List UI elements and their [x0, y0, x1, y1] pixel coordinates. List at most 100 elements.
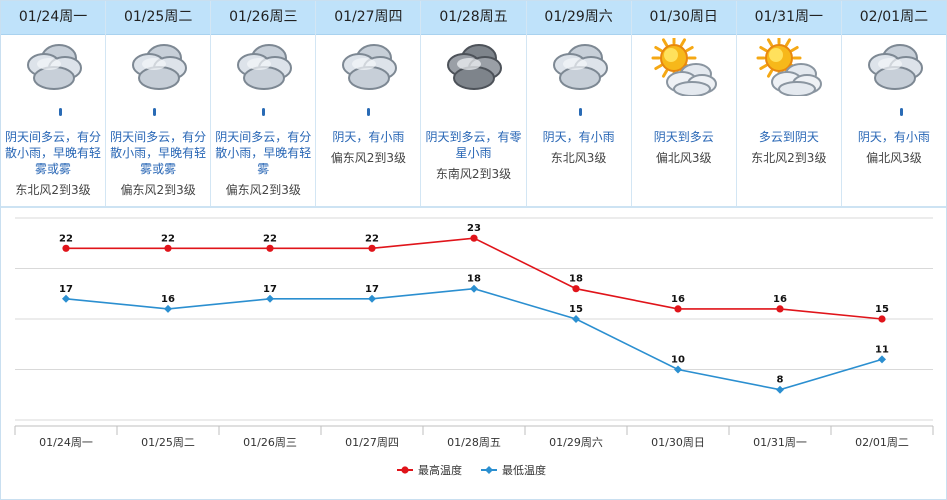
temperature-chart: 01/24周一 01/25周二 01/26周三 01/27周四 01/28周五 01/29… — [14, 217, 934, 477]
low-temp-label: 11 — [875, 344, 889, 355]
forecast-wind-text: 偏东风2到3级 — [225, 183, 301, 197]
cloudy-rain-icon — [237, 44, 293, 90]
forecast-day-date: 02/01周二 — [841, 1, 946, 35]
high-temp-label: 15 — [875, 304, 889, 315]
forecast-wind-text: 偏东风2到3级 — [120, 183, 196, 197]
forecast-description: 阴天到多云偏北风3级 — [636, 129, 732, 166]
forecast-day: 01/29周六 阴天，有小雨 东北风3级 — [526, 1, 632, 206]
high-temp-label: 16 — [773, 294, 787, 305]
low-temp-label: 16 — [161, 294, 175, 305]
forecast-weather-text: 阴天到多云，有零星小雨 — [425, 130, 522, 160]
forecast-wind-text: 东北风2到3级 — [15, 183, 91, 197]
low-temp-label: 18 — [467, 274, 481, 285]
high-temp-point — [572, 285, 580, 293]
sun-cloud-icon — [756, 38, 822, 96]
cloudy-rain-icon — [132, 44, 188, 90]
forecast-wind-text: 东南风2到3级 — [435, 167, 512, 181]
low-temp-label: 15 — [569, 304, 583, 315]
x-tick-label: 01/25周二 — [141, 436, 195, 449]
forecast-day: 01/24周一 阴天间多云，有分散小雨，早晚有轻雾或雾东北风2到3级 — [1, 1, 107, 206]
high-temp-point — [878, 315, 886, 323]
high-temp-label: 22 — [161, 233, 175, 244]
forecast-day: 01/30周日 阴天到多云偏北风3级 — [631, 1, 737, 206]
forecast-day-date: 01/31周一 — [736, 1, 841, 35]
forecast-day: 02/01周二 阴天，有小雨 偏北风3级 — [841, 1, 946, 206]
forecast-weather-text: 阴天到多云 — [653, 130, 714, 144]
x-tick-label: 01/24周一 — [39, 436, 93, 449]
forecast-description: 多云到阴天 东北风2到3级 — [741, 129, 837, 166]
cloudy-rain-icon — [342, 44, 398, 90]
low-temp-label: 17 — [365, 284, 379, 295]
low-temp-point — [470, 284, 478, 293]
forecast-description: 阴天，有小雨 偏东风2到3级 — [320, 129, 416, 166]
legend-label: 最低温度 — [502, 463, 546, 477]
high-temp-point — [266, 244, 274, 252]
low-temp-point — [776, 385, 784, 394]
forecast-day-date: 01/30周日 — [631, 1, 736, 35]
x-tick-label: 01/29周六 — [549, 436, 603, 449]
x-tick-label: 01/26周三 — [243, 436, 297, 449]
high-temp-label: 22 — [263, 233, 277, 244]
x-tick-label: 01/28周五 — [447, 436, 501, 449]
forecast-weather-text: 阴天间多云，有分散小雨，早晚有轻雾或雾 — [110, 130, 207, 176]
low-temp-label: 8 — [777, 375, 784, 386]
rain-drop-icon — [262, 108, 266, 116]
high-temp-point — [470, 234, 478, 242]
forecast-description: 阴天，有小雨 偏北风3级 — [846, 129, 942, 166]
forecast-day-date: 01/28周五 — [421, 1, 526, 35]
low-temp-label: 17 — [59, 284, 73, 295]
high-temp-label: 22 — [59, 233, 73, 244]
rain-drop-icon — [578, 108, 582, 116]
rain-drop-icon — [899, 108, 903, 116]
low-temp-label: 10 — [671, 355, 685, 366]
low-temp-point — [62, 294, 70, 303]
daily-forecast-strip: 01/24周一 阴天间多云，有分散小雨，早晚有轻雾或雾 东北风2到3级 01/25周… — [1, 1, 946, 208]
forecast-description: 阴天间多云，有分散小雨，早晚有轻雾偏东风2到3级 — [215, 129, 311, 198]
forecast-day: 01/31周一 多云到阴天 东北风2到3级 — [736, 1, 842, 206]
forecast-day-date: 01/24周一 — [1, 1, 106, 35]
low-temp-label: 17 — [263, 284, 277, 295]
x-tick-label: 01/27周四 — [345, 436, 399, 449]
forecast-description: 阴天间多云，有分散小雨，早晚有轻雾或雾东北风2到3级 — [5, 129, 101, 198]
forecast-wind-text: 东北风2到3级 — [751, 151, 827, 165]
forecast-wind-text: 偏北风3级 — [655, 151, 712, 165]
high-temp-label: 22 — [365, 233, 379, 244]
low-temp-point — [368, 294, 376, 303]
x-tick-label: 02/01周二 — [855, 436, 909, 449]
forecast-day: 01/28周五 阴天到多云，有零星小雨东南风2到3级 — [421, 1, 527, 206]
forecast-day: 01/25周二 阴天间多云，有分散小雨，早晚有轻雾或雾 偏东风2到3级 — [106, 1, 212, 206]
sun-cloud-icon — [651, 38, 717, 96]
forecast-weather-text: 阴天间多云，有分散小雨，早晚有轻雾或雾 — [5, 130, 102, 176]
forecast-day-date: 01/27周四 — [316, 1, 421, 35]
cloudy-rain-icon — [552, 44, 608, 90]
high-temp-label: 16 — [671, 294, 685, 305]
forecast-wind-text: 偏东风2到3级 — [330, 151, 407, 165]
low-temp-line — [65, 287, 883, 391]
rain-drop-icon — [153, 108, 157, 116]
forecast-weather-text: 阴天间多云，有分散小雨，早晚有轻雾 — [215, 130, 312, 176]
high-temp-point — [164, 244, 172, 252]
rain-drop-icon — [367, 108, 371, 116]
legend-marker — [485, 466, 493, 474]
legend-label: 最高温度 — [418, 463, 462, 477]
forecast-description: 阴天，有小雨 东北风3级 — [531, 129, 627, 166]
low-temp-point — [164, 304, 172, 313]
high-temp-point — [368, 244, 376, 252]
low-temp-point — [878, 355, 886, 364]
high-temp-point — [674, 305, 682, 313]
forecast-description: 阴天间多云，有分散小雨，早晚有轻雾或雾偏东风2到3级 — [110, 129, 206, 198]
forecast-wind-text: 东北风3级 — [550, 151, 607, 165]
low-temp-point — [266, 294, 274, 303]
forecast-weather-text: 阴天，有小雨 — [542, 130, 615, 144]
forecast-weather-text: 阴天，有小雨 — [857, 130, 930, 144]
legend-marker — [401, 466, 409, 474]
forecast-weather-text: 阴天，有小雨 — [332, 130, 405, 144]
forecast-description: 阴天到多云，有零星小雨东南风2到3级 — [425, 129, 521, 182]
cloudy-rain-icon — [27, 44, 82, 90]
forecast-day: 01/27周四 阴天，有小雨 偏东风2到3级 — [316, 1, 422, 206]
x-tick-label: 01/30周日 — [651, 436, 705, 449]
rain-drop-icon — [59, 108, 62, 116]
low-temp-point — [572, 315, 580, 323]
forecast-day-date: 01/29周六 — [526, 1, 631, 35]
